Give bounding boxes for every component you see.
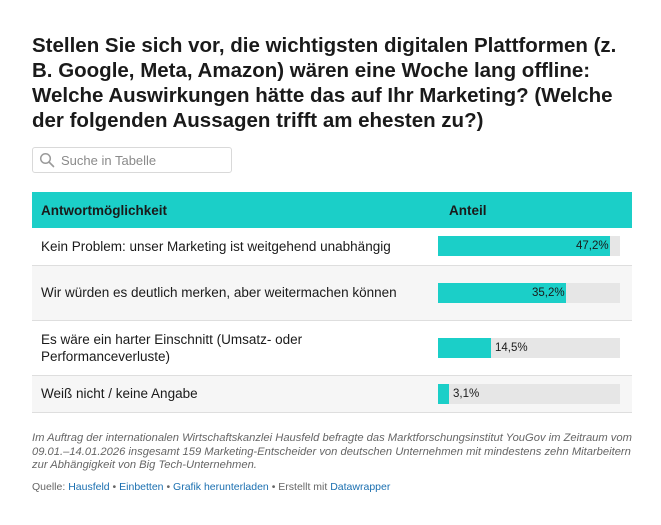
table-row: Wir würden es deutlich merken, aber weit…: [32, 265, 632, 320]
answer-cell: Kein Problem: unser Marketing ist weitge…: [41, 238, 391, 254]
bar-value-label: 47,2%: [576, 240, 609, 253]
answer-cell: Es wäre ein harter Einschnitt (Umsatz- o…: [41, 331, 303, 364]
answer-cell: Weiß nicht / keine Angabe: [41, 386, 198, 401]
bar-value-label: 14,5%: [495, 341, 528, 354]
bar-track: 35,2%: [438, 282, 620, 303]
embed-link[interactable]: Einbetten: [119, 481, 164, 493]
search-box[interactable]: Suche in Tabelle: [32, 147, 232, 173]
bar-fill: [438, 383, 449, 404]
bar-fill: [438, 236, 610, 257]
column-header-answer[interactable]: Antwortmöglichkeit: [41, 202, 168, 218]
bar-track: 3,1%: [438, 383, 620, 404]
source-link[interactable]: Hausfeld: [68, 481, 110, 493]
source-line: Quelle: Hausfeld • Einbetten • Grafik he…: [32, 481, 632, 493]
data-table: Antwortmöglichkeit Anteil Kein Problem: …: [32, 192, 632, 413]
bar-value-label: 3,1%: [453, 387, 480, 400]
table-row: Kein Problem: unser Marketing ist weitge…: [32, 228, 632, 265]
chart-title: Stellen Sie sich vor, die wichtigsten di…: [32, 34, 617, 132]
separator: •: [268, 481, 279, 493]
bar-track: 47,2%: [438, 236, 620, 257]
footnote: Im Auftrag der internationalen Wirtschaf…: [32, 432, 632, 471]
bar-fill: [438, 337, 491, 358]
search-input[interactable]: Suche in Tabelle: [61, 152, 157, 168]
download-link[interactable]: Grafik herunterladen: [173, 481, 269, 493]
bar-fill: [438, 282, 566, 303]
separator: •: [163, 481, 174, 493]
table-row: Es wäre ein harter Einschnitt (Umsatz- o…: [32, 320, 632, 375]
datawrapper-link[interactable]: Datawrapper: [330, 481, 391, 493]
table-header: Antwortmöglichkeit Anteil: [32, 192, 632, 228]
separator: •: [109, 481, 120, 493]
bar-track: 14,5%: [438, 337, 620, 358]
column-header-share[interactable]: Anteil: [449, 202, 487, 218]
search-icon: [33, 148, 61, 172]
source-prefix: Quelle:: [32, 481, 69, 493]
created-with-text: Erstellt mit: [278, 481, 331, 493]
table-row: Weiß nicht / keine Angabe 3,1%: [32, 375, 632, 412]
answer-cell: Wir würden es deutlich merken, aber weit…: [41, 285, 397, 300]
bar-value-label: 35,2%: [532, 286, 565, 299]
